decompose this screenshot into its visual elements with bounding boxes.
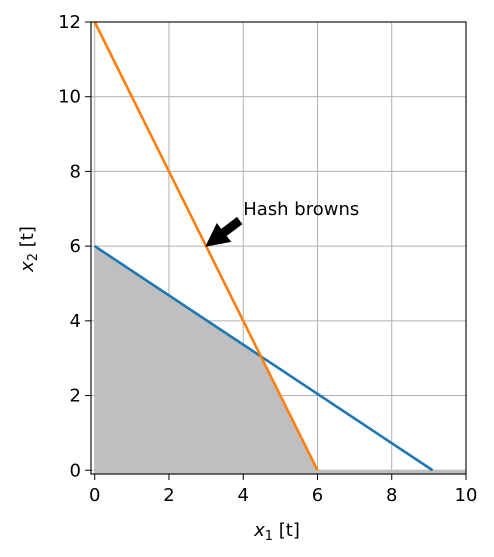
x-tick-label: 0: [89, 485, 100, 506]
y-tick-label: 4: [70, 311, 81, 332]
y-axis-label: x2 [t]: [17, 226, 41, 273]
x-axis-label: x1 [t]: [253, 520, 300, 544]
x-axis-label-sub: 1: [265, 529, 273, 544]
y-tick-label: 8: [70, 161, 81, 182]
x-axis-label-unit: [t]: [273, 520, 300, 541]
y-tick-label: 2: [70, 386, 81, 407]
x-axis-label-var: x: [253, 520, 265, 541]
x-tick-label: 2: [163, 485, 174, 506]
y-axis-label-unit: [t]: [17, 226, 38, 253]
x-tick-label: 10: [455, 485, 478, 506]
y-tick-label: 0: [70, 460, 81, 481]
annotation-label: Hash browns: [243, 199, 359, 220]
y-tick-label: 10: [58, 87, 81, 108]
x-tick-label: 4: [238, 485, 249, 506]
x-tick-label: 6: [312, 485, 323, 506]
y-axis-label-sub: 2: [26, 253, 41, 261]
x-tick-label: 8: [386, 485, 397, 506]
y-tick-label: 12: [58, 12, 81, 33]
y-tick-label: 6: [70, 236, 81, 257]
y-axis-label-var: x: [17, 261, 38, 273]
